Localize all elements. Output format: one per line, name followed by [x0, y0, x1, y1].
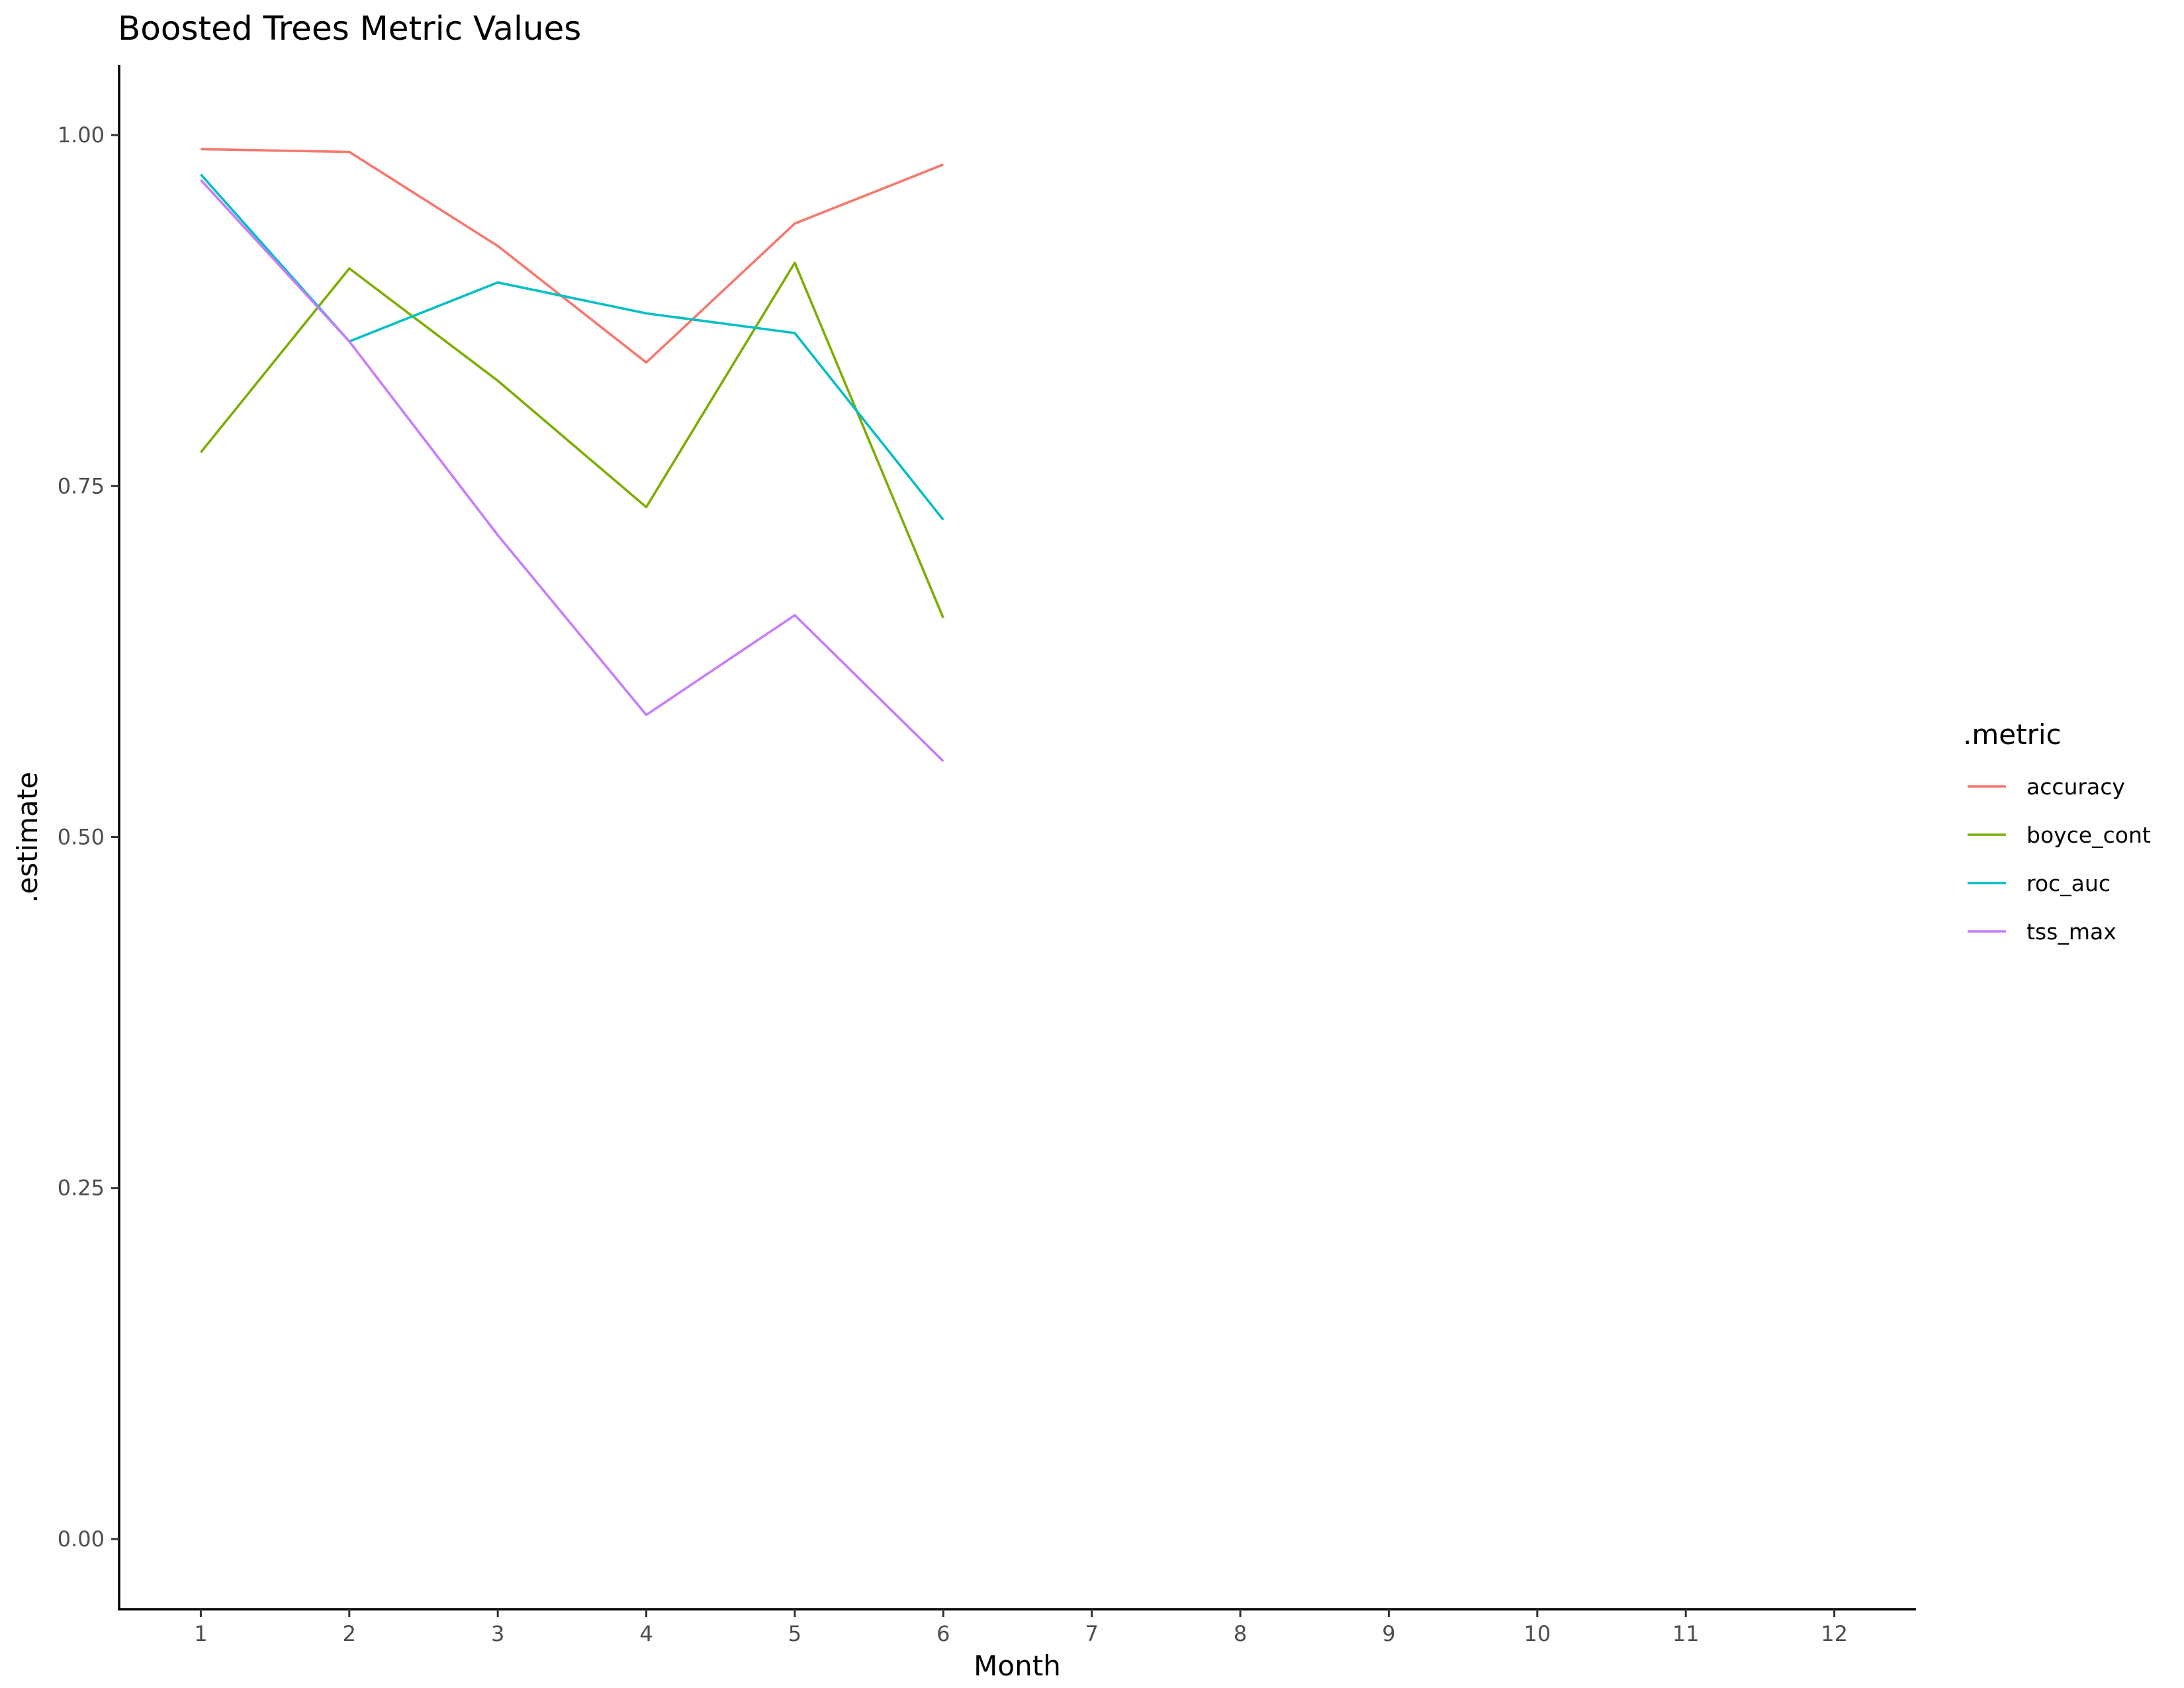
x-tick-label: 4	[639, 1621, 653, 1646]
x-axis-ticks: 1 2 3 4 5 6 7 8 9 10 11 12	[194, 1609, 1848, 1646]
x-tick-label: 8	[1234, 1621, 1247, 1646]
x-tick-label: 11	[1672, 1621, 1700, 1646]
legend-label: tss_max	[2026, 919, 2116, 945]
y-axis-ticks: 0.00 0.25 0.50 0.75 1.00	[58, 122, 119, 1552]
x-tick-label: 2	[343, 1621, 356, 1646]
y-tick-label: 0.50	[58, 825, 105, 850]
x-tick-label: 10	[1524, 1621, 1551, 1646]
x-tick-label: 7	[1085, 1621, 1099, 1646]
y-tick-label: 0.25	[58, 1176, 105, 1201]
y-tick-label: 0.00	[58, 1526, 105, 1552]
series-line-roc_auc	[200, 173, 944, 521]
legend-label: roc_auc	[2026, 870, 2111, 896]
legend-item-tss_max: tss_max	[1968, 919, 2116, 945]
legend-item-boyce_cont: boyce_cont	[1968, 822, 2151, 848]
y-axis-title: .estimate	[11, 772, 44, 903]
legend-item-roc_auc: roc_auc	[1968, 870, 2111, 896]
legend-label: accuracy	[2026, 774, 2125, 800]
y-tick-label: 0.75	[58, 473, 105, 498]
x-axis-title: Month	[974, 1650, 1061, 1682]
y-tick-label: 1.00	[58, 122, 105, 148]
x-tick-label: 1	[194, 1621, 207, 1646]
chart-title: Boosted Trees Metric Values	[118, 9, 581, 48]
legend: .metric accuracy boyce_cont roc_auc tss_max	[1963, 718, 2151, 945]
x-tick-label: 3	[491, 1621, 504, 1646]
series-layer	[199, 148, 944, 763]
x-tick-label: 12	[1821, 1621, 1848, 1646]
x-tick-label: 6	[936, 1621, 950, 1646]
x-tick-label: 9	[1382, 1621, 1395, 1646]
legend-item-accuracy: accuracy	[1968, 774, 2125, 800]
x-tick-label: 5	[788, 1621, 801, 1646]
series-line-tss_max	[200, 179, 944, 763]
series-line-boyce_cont	[199, 261, 944, 619]
legend-title: .metric	[1963, 718, 2062, 751]
legend-label: boyce_cont	[2026, 822, 2151, 848]
series-line-accuracy	[201, 148, 944, 364]
